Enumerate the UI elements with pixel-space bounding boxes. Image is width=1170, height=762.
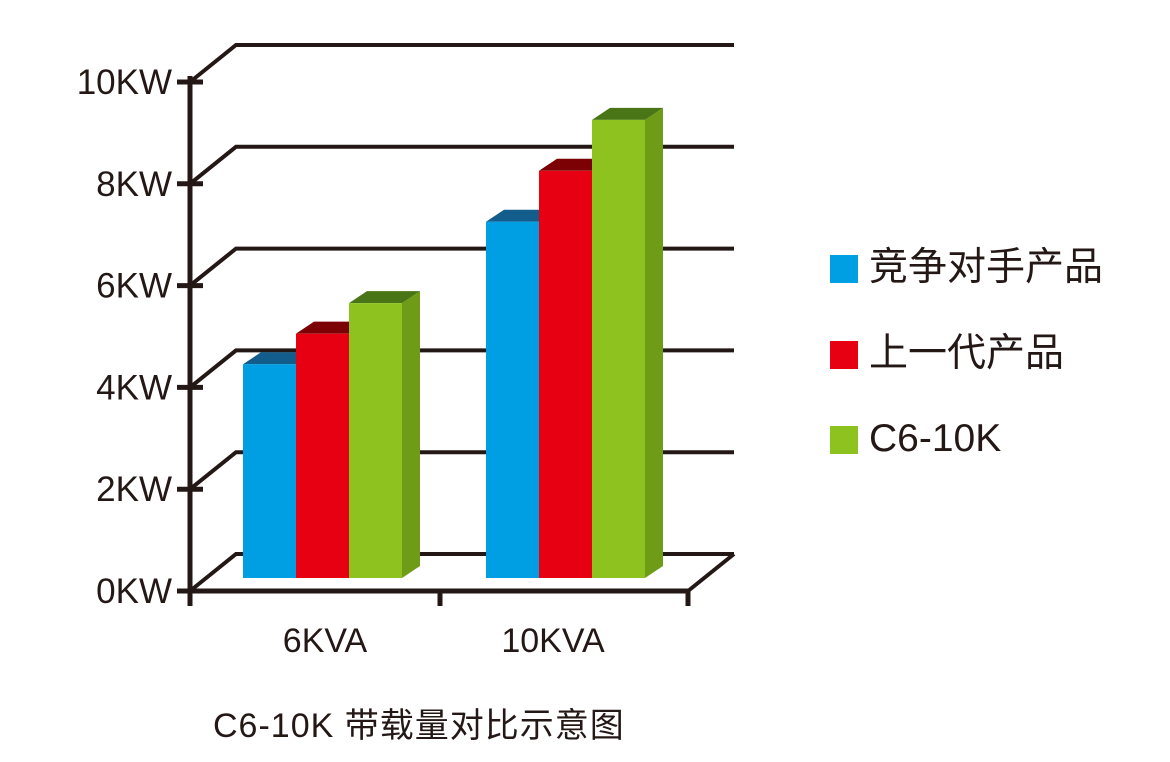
legend-label: C6-10K [869,417,1001,460]
legend-item: 上一代产品 [830,332,1064,375]
bar-top-face [349,291,420,304]
bar-front-face [243,364,296,578]
legend-swatch [830,255,858,283]
bar-front-face [349,303,402,578]
bar-10KVA-series-2 [592,107,663,579]
y-tick-label: 2KW [96,470,172,509]
axes [177,76,736,606]
legend-label: 上一代产品 [869,332,1064,375]
legend-swatch [830,341,858,369]
y-tick-label: 6KW [96,267,172,306]
bars [243,107,663,579]
bar-front-face [539,170,592,579]
bar-front-face [486,221,539,578]
x-category-labels: 6KVA 10KVA [283,622,605,660]
bar-6KVA-series-2 [349,291,420,578]
legend-label: 竞争对手产品 [869,246,1103,289]
floor-right-edge [686,552,736,593]
y-tick-labels: 0KW 2KW 4KW 6KW 8KW 10KW [77,63,172,611]
bar-front-face [296,333,349,578]
y-tick-label: 8KW [96,165,172,204]
category-label: 6KVA [283,622,368,660]
legend-swatch [830,426,858,454]
gridline [188,144,734,186]
chart-title: C6-10K 带载量对比示意图 [213,707,625,745]
y-tick-label: 0KW [96,572,172,611]
bar-side-face [645,107,663,579]
category-label: 10KVA [501,622,605,660]
bar-top-face [592,107,663,120]
bar-side-face [402,291,420,578]
y-tick-label: 4KW [96,368,172,407]
y-tick-label: 10KW [77,63,172,102]
legend-item: C6-10K [830,417,1001,460]
legend-item: 竞争对手产品 [830,246,1103,289]
bar-front-face [592,119,645,579]
gridline [188,43,734,84]
